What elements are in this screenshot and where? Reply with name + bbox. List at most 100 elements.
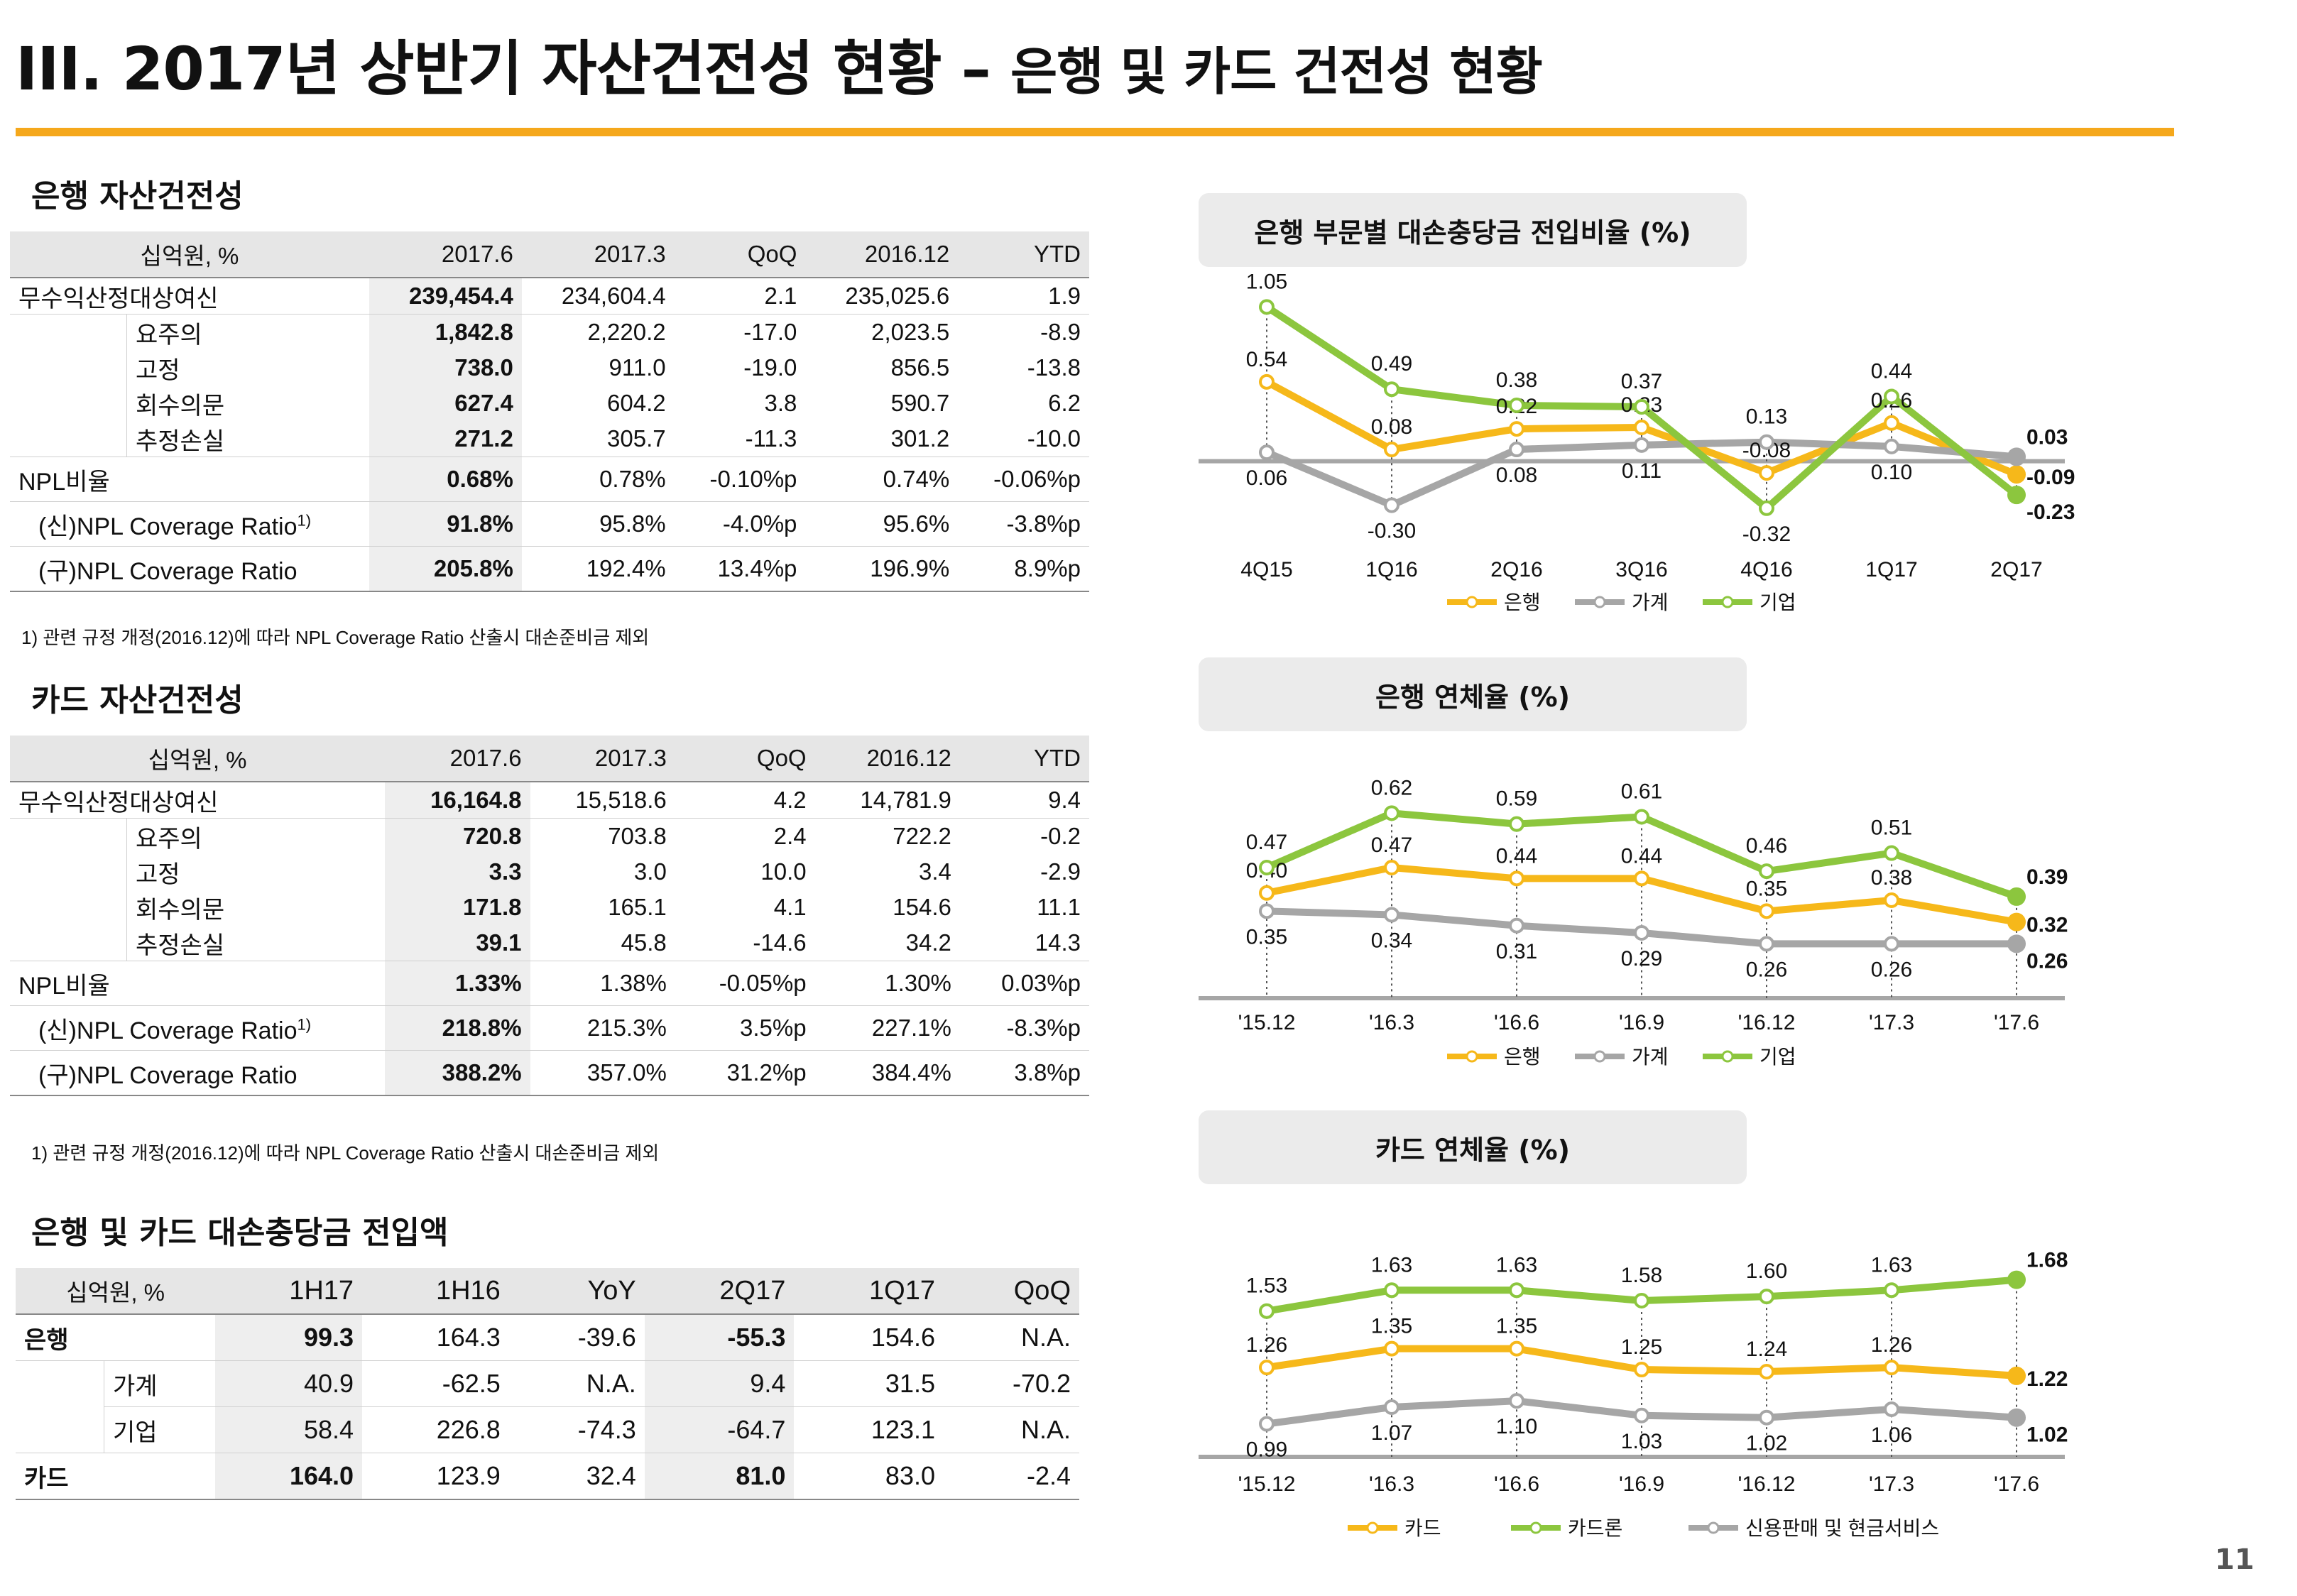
data-point bbox=[1259, 1360, 1275, 1376]
table-cell: 13.4%p bbox=[674, 546, 806, 592]
table-cell: 39.1 bbox=[385, 925, 530, 961]
data-point bbox=[1509, 442, 1524, 458]
category-label: '16.9 bbox=[1619, 1472, 1664, 1496]
data-label: 1.63 bbox=[1371, 1253, 1412, 1277]
table-cell: 234,604.4 bbox=[521, 278, 675, 315]
legend-marker bbox=[1593, 1050, 1606, 1063]
column-header: QoQ bbox=[675, 736, 815, 782]
row-label-text: 무수익산정대상여신 bbox=[18, 285, 219, 312]
legend-label: 가계 bbox=[1632, 1046, 1669, 1068]
table-cell: 9.4 bbox=[959, 782, 1089, 819]
table-cell: 3.8 bbox=[764, 390, 797, 416]
data-point bbox=[1634, 437, 1649, 453]
data-point bbox=[2007, 934, 2026, 953]
category-label: 4Q15 bbox=[1240, 558, 1292, 581]
table-cell: 99.3 bbox=[215, 1314, 363, 1361]
data-point bbox=[2007, 465, 2026, 484]
data-label: 1.63 bbox=[1496, 1253, 1537, 1277]
table-row: 추정손실 271.2 305.7 -11.3 301.2 -10.0 bbox=[10, 421, 1089, 457]
table-cell: 227.1% bbox=[814, 1005, 960, 1051]
data-point bbox=[1509, 1393, 1524, 1409]
data-label: 1.25 bbox=[1621, 1335, 1662, 1359]
legend-label: 기업 bbox=[1759, 1046, 1796, 1068]
data-label: 1.26 bbox=[1871, 1333, 1912, 1357]
column-header: 2016.12 bbox=[805, 231, 959, 278]
category-label: '16.6 bbox=[1494, 1011, 1539, 1034]
table-cell: 4.2 bbox=[675, 782, 815, 819]
row-label: NPL비율 bbox=[10, 961, 386, 1006]
table-row: 추정손실 39.1 45.8 -14.6 34.2 14.3 bbox=[10, 925, 1089, 961]
row-label-text: NPL비율 bbox=[18, 468, 110, 496]
row-label: 회수의문 bbox=[136, 392, 225, 420]
column-header: YoY bbox=[508, 1268, 645, 1315]
data-point bbox=[1759, 903, 1774, 919]
bank-section-title: 은행 자산건전성 bbox=[31, 178, 244, 214]
bank-footnote: 1) 관련 규정 개정(2016.12)에 따라 NPL Coverage Ra… bbox=[21, 627, 650, 648]
table-cell: 590.7 bbox=[890, 390, 950, 416]
data-label: 0.08 bbox=[1496, 464, 1537, 487]
bank-delinquency-chart: 0.400.470.440.440.350.380.320.350.340.31… bbox=[1199, 776, 2068, 1068]
table-cell: -0.05%p bbox=[675, 961, 815, 1006]
data-point bbox=[1259, 860, 1275, 875]
data-point bbox=[1634, 809, 1649, 825]
row-label-text: (신)NPL Coverage Ratio bbox=[38, 1017, 298, 1044]
data-point bbox=[1259, 885, 1275, 901]
table-cell: N.A. bbox=[1020, 1415, 1071, 1444]
table-cell: 16,164.8 bbox=[385, 782, 530, 819]
data-point bbox=[1884, 892, 1899, 908]
indent-cell bbox=[10, 818, 127, 961]
table-cell: 95.6% bbox=[805, 501, 959, 547]
table-cell: 15,518.6 bbox=[530, 782, 675, 819]
data-label: 0.10 bbox=[1871, 461, 1912, 484]
table-row: (신)NPL Coverage Ratio1) 218.8% 215.3% 3.5%p… bbox=[10, 1005, 1089, 1051]
data-label: -0.30 bbox=[1368, 520, 1416, 543]
data-point bbox=[1759, 863, 1774, 880]
table-cell: 0.78% bbox=[521, 457, 675, 502]
data-label: 0.62 bbox=[1371, 776, 1412, 799]
column-header: 2017.6 bbox=[385, 736, 530, 782]
table-row: (구)NPL Coverage Ratio 388.2% 357.0% 31.2%p 3… bbox=[10, 1050, 1089, 1096]
table-cell: 1.38% bbox=[530, 961, 675, 1006]
row-label: 가계 bbox=[113, 1372, 158, 1400]
data-point bbox=[1384, 442, 1400, 458]
table-cell: 722.2 bbox=[893, 823, 951, 849]
table-cell: 3.0 bbox=[633, 858, 667, 885]
table-row: 카드 164.0 123.9 32.4 81.0 83.0 -2.4 bbox=[16, 1453, 1079, 1499]
category-label: 1Q16 bbox=[1365, 558, 1417, 581]
table-cell: 14.3 bbox=[959, 925, 1089, 961]
data-label: 0.35 bbox=[1746, 877, 1787, 900]
row-label: 추정손실 bbox=[126, 925, 386, 961]
data-point bbox=[1259, 444, 1275, 461]
table-cell: 388.2% bbox=[385, 1050, 530, 1096]
data-point bbox=[2007, 447, 2026, 466]
table-row: 무수익산정대상여신 16,164.8 15,518.6 4.2 14,781.9 9.4 bbox=[10, 782, 1089, 819]
table-cell: 8.9%p bbox=[958, 546, 1089, 592]
table-cell: 32.4 bbox=[586, 1461, 636, 1490]
data-label: 1.06 bbox=[1871, 1423, 1912, 1447]
table-cell: 0.74% bbox=[805, 457, 959, 502]
column-header: 2017.3 bbox=[521, 231, 675, 278]
data-label: 0.34 bbox=[1371, 929, 1412, 952]
row-label: (신)NPL Coverage Ratio1) bbox=[10, 501, 370, 547]
category-label: 1Q17 bbox=[1865, 558, 1917, 581]
table-cell: -10.0 bbox=[958, 421, 1089, 457]
category-label: 3Q16 bbox=[1615, 558, 1667, 581]
data-point bbox=[1259, 373, 1275, 390]
table-cell: 91.8% bbox=[369, 501, 522, 547]
data-label: 0.46 bbox=[1746, 834, 1787, 858]
data-label: 0.13 bbox=[1746, 405, 1787, 429]
table-cell: 604.2 bbox=[607, 390, 666, 416]
table-cell: N.A. bbox=[1020, 1323, 1071, 1352]
category-label: '17.6 bbox=[1994, 1472, 2039, 1496]
data-point bbox=[1884, 1282, 1899, 1299]
table-row: 회수의문 171.8 165.1 4.1 154.6 11.1 bbox=[10, 890, 1089, 925]
table-row: NPL비율 1.33% 1.38% -0.05%p 1.30% 0.03%p bbox=[10, 961, 1089, 1006]
table-cell: -64.7 bbox=[644, 1406, 795, 1453]
data-point bbox=[1884, 936, 1899, 952]
page-title-main: III. 2017년 상반기 자산건전성 현황 – bbox=[16, 34, 1011, 104]
table-row: NPL비율 0.68% 0.78% -0.10%p 0.74% -0.06%p bbox=[10, 457, 1089, 502]
table-row: 고정 3.3 3.0 10.0 3.4 -2.9 bbox=[10, 854, 1089, 890]
table-cell: 1.9 bbox=[958, 278, 1089, 315]
column-header: 1Q17 bbox=[794, 1268, 944, 1315]
data-point bbox=[1884, 845, 1899, 861]
